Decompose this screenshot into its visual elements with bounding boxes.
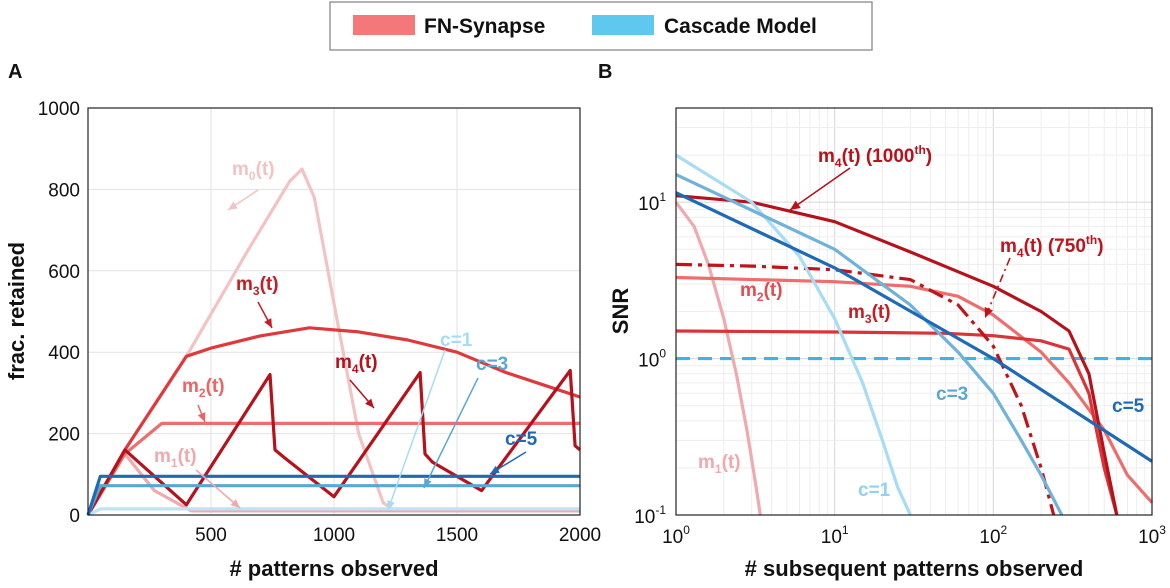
annotation-arrow: [195, 469, 241, 509]
annotation-c-3: c=3: [476, 354, 508, 375]
annotation-arrowhead: [365, 398, 374, 408]
panel-a-series: [86, 167, 582, 517]
annotation-c1: c=1: [858, 480, 891, 501]
series-line-c-5: [675, 191, 1153, 463]
series-line-m3-t: [86, 326, 581, 516]
legend-swatch-cascade: [592, 15, 654, 35]
series-line-c-1: [87, 507, 580, 517]
annotation-arrowhead: [228, 201, 238, 210]
annotation-arrow: [387, 349, 446, 511]
panel-a-chart: 500 1000 1500 2000 0 200 400 600 800 1000 # patt…: [4, 99, 601, 581]
x-tick-label: 103: [1138, 523, 1166, 548]
annotation-c3: c=3: [936, 384, 968, 405]
annotation-m4-750: m4(t) (750th): [1000, 233, 1104, 260]
annotation-m1-t: m3(t): [236, 274, 279, 298]
series-line-c-5: [86, 474, 580, 516]
panel-a-y-ticks: 0 200 400 600 800 1000: [38, 99, 80, 527]
annotation-arrowhead: [387, 500, 395, 510]
series-line-m1-t: [674, 201, 762, 516]
annotation-c-5: c=5: [505, 429, 538, 450]
panel-a-annotations: m0(t) m3(t) m2(t) m4(t) m1(t) c=1c=3 c=5: [154, 159, 538, 511]
x-tick-label: 500: [195, 525, 227, 546]
annotation-arrow: [789, 167, 851, 211]
annotation-m2: m2(t): [740, 280, 783, 304]
x-tick-label: 2000: [559, 525, 601, 546]
series-line-m4-t: [86, 368, 582, 516]
series-line-m3-t: [675, 329, 1119, 516]
annotation-arrow: [984, 257, 1011, 319]
panel-a-y-label: frac. retained: [4, 242, 29, 380]
series-line-c-1: [675, 153, 912, 516]
panel-label-a: A: [8, 61, 22, 83]
y-tick-label: 400: [48, 343, 80, 364]
series-line-m4-t-1000th: [675, 194, 1119, 516]
series-line-m2-t: [675, 275, 1154, 504]
y-tick-label: 100: [638, 347, 666, 372]
panel-b-x-ticks: 100 101 102 103: [662, 523, 1166, 548]
panel-label-b: B: [598, 61, 612, 83]
series-line-c-3: [675, 173, 1064, 516]
panel-a-x-label: # patterns observed: [229, 556, 438, 581]
panel-b-x-label: # subsequent patterns observed: [745, 556, 1084, 581]
annotation-arrowhead: [264, 318, 272, 328]
panel-b-series: [674, 153, 1154, 516]
annotation-m3-t: m4(t): [335, 352, 378, 376]
panel-b-y-ticks: 10-1 100 101: [634, 190, 666, 528]
annotation-arrowhead: [490, 465, 500, 474]
y-tick-label: 600: [48, 262, 80, 283]
legend-swatch-fn: [353, 15, 415, 35]
x-tick-label: 1500: [436, 525, 478, 546]
panel-a-frame: [87, 107, 581, 516]
annotation-m0-t: m0(t): [232, 159, 275, 183]
x-tick-label: 101: [821, 523, 849, 548]
annotation-arrowhead: [197, 412, 206, 422]
annotation-m4-1000: m4(t) (1000th): [818, 143, 932, 170]
legend: FN-Synapse Cascade Model: [329, 1, 873, 51]
y-tick-label: 800: [48, 180, 80, 201]
annotation-m4-t: m1(t): [154, 446, 197, 470]
y-tick-label: 0: [69, 506, 80, 527]
annotation-arrowhead: [230, 499, 240, 508]
y-tick-label: 200: [48, 425, 80, 446]
annotation-arrowhead: [984, 307, 993, 318]
legend-label-cascade: Cascade Model: [664, 15, 817, 38]
y-tick-label: 101: [638, 190, 666, 215]
annotation-m2-t: m2(t): [182, 376, 225, 400]
annotation-c5: c=5: [1112, 396, 1145, 417]
x-tick-label: 1000: [313, 525, 355, 546]
annotation-arrow: [423, 377, 479, 489]
panel-b-frame: [675, 107, 1153, 516]
y-tick-label: 10-1: [634, 503, 666, 528]
annotation-m1: m1(t): [698, 452, 741, 476]
panel-b-annotations: m4(t) (1000th) m4(t) (750th) m2(t) m3(t) m1(…: [698, 143, 1145, 501]
series-line-m2-t: [86, 421, 580, 516]
annotation-c-1: c=1: [440, 330, 473, 351]
annotation-m3: m3(t): [848, 302, 891, 326]
x-tick-label: 100: [662, 523, 690, 548]
x-tick-label: 102: [979, 523, 1007, 548]
y-tick-label: 1000: [38, 99, 80, 120]
annotation-arrowhead: [790, 200, 801, 210]
annotation-arrowhead: [424, 478, 432, 488]
legend-label-fn: FN-Synapse: [424, 15, 545, 38]
series-line-m4-t-750th: [675, 262, 1056, 516]
panel-a-x-ticks: 500 1000 1500 2000: [195, 525, 601, 546]
panel-b-y-label: SNR: [608, 288, 633, 335]
